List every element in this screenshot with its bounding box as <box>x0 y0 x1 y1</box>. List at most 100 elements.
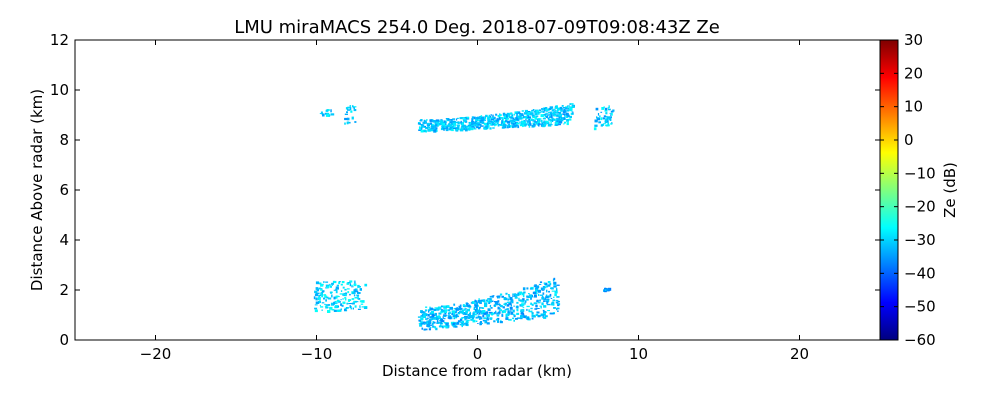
echo-pixel <box>351 116 354 120</box>
echo-pixel <box>539 281 543 283</box>
y-tick-label: 0 <box>59 331 69 349</box>
echo-pixel <box>547 299 550 302</box>
y-tick-label: 6 <box>59 181 69 199</box>
echo-pixel <box>515 112 519 115</box>
echo-pixel <box>445 326 448 329</box>
echo-pixel <box>345 107 348 110</box>
echo-pixel <box>544 313 546 315</box>
echo-pixel <box>520 315 524 318</box>
echo-pixel <box>513 319 515 322</box>
echo-pixel <box>454 323 457 325</box>
echo-pixel <box>502 306 505 309</box>
echo-pixel <box>541 295 544 298</box>
echo-pixel <box>475 313 477 316</box>
echo-pixel <box>521 292 525 296</box>
echo-pixel <box>520 123 524 126</box>
echo-pixel <box>501 126 505 129</box>
echo-pixel <box>432 313 435 315</box>
echo-pixel <box>475 122 478 125</box>
echo-pixel <box>483 127 486 130</box>
echo-pixel <box>569 107 573 111</box>
echo-pixel <box>453 321 456 324</box>
echo-pixel <box>449 306 453 310</box>
echo-pixel <box>564 115 566 117</box>
echo-pixel <box>426 119 428 121</box>
echo-pixel <box>602 117 605 120</box>
echo-pixel <box>526 110 528 112</box>
echo-pixel <box>541 108 543 110</box>
echo-pixel <box>549 282 552 285</box>
echo-pixel <box>320 111 323 115</box>
echo-pixel <box>344 293 347 295</box>
echo-pixel <box>517 292 521 296</box>
echo-pixel <box>496 303 501 306</box>
echo-pixel <box>552 108 555 110</box>
echo-pixel <box>503 120 505 124</box>
echo-pixel <box>443 306 447 309</box>
echo-pixel <box>359 305 361 308</box>
echo-pixel <box>510 117 514 119</box>
echo-pixel <box>528 309 530 312</box>
echo-pixel <box>556 108 559 111</box>
echo-pixel <box>551 290 556 292</box>
echo-pixel <box>540 313 544 317</box>
echo-pixel <box>471 120 475 123</box>
echo-pixel <box>522 295 525 298</box>
echo-pixel <box>466 319 470 322</box>
chart-title: LMU miraMACS 254.0 Deg. 2018-07-09T09:08… <box>234 17 720 38</box>
echo-pixel <box>488 124 490 128</box>
echo-pixel <box>555 112 558 114</box>
echo-pixel <box>528 118 531 120</box>
echo-pixel <box>347 299 350 302</box>
echo-pixel <box>557 310 559 312</box>
echo-pixel <box>422 315 427 318</box>
echo-pixel <box>512 293 516 295</box>
echo-pixel <box>456 315 460 318</box>
echo-pixel <box>562 110 566 114</box>
echo-pixel <box>428 319 433 321</box>
echo-pixel <box>497 115 501 118</box>
echo-pixel <box>491 118 494 121</box>
echo-pixel <box>526 308 528 311</box>
echo-pixel <box>318 287 321 290</box>
echo-pixel <box>612 109 615 112</box>
echo-pixel <box>364 306 368 308</box>
echo-pixel <box>331 294 333 298</box>
echo-pixel <box>340 283 343 286</box>
echo-pixel <box>500 117 504 119</box>
echo-pixel <box>325 306 329 309</box>
echo-pixel <box>315 287 319 290</box>
echo-pixel <box>526 116 529 119</box>
echo-pixel <box>363 306 368 309</box>
echo-pixel <box>510 115 514 118</box>
echo-pixel <box>357 284 360 288</box>
echo-pixel <box>477 123 481 125</box>
echo-pixel <box>610 123 612 125</box>
echo-pixel <box>466 308 470 312</box>
echo-pixel <box>450 123 454 126</box>
echo-pixel <box>510 119 513 122</box>
echo-pixel <box>542 114 547 116</box>
echo-pixel <box>604 110 608 112</box>
echo-pixel <box>471 116 474 119</box>
echo-pixel <box>476 126 479 128</box>
echo-pixel <box>327 109 330 111</box>
echo-pixel <box>473 311 476 314</box>
echo-pixel <box>440 127 444 131</box>
echo-pixel <box>347 291 350 294</box>
echo-pixel <box>514 294 519 296</box>
echo-pixel <box>455 118 458 121</box>
echo-pixel <box>448 119 451 121</box>
echo-pixel <box>335 286 339 290</box>
echo-pixel <box>502 117 504 121</box>
y-tick-label: 4 <box>59 231 69 249</box>
echo-pixel <box>501 295 504 298</box>
echo-pixel <box>420 315 422 317</box>
echo-pixel <box>350 110 353 113</box>
echo-pixel <box>544 123 546 127</box>
echo-pixel <box>342 301 346 304</box>
echo-pixel <box>445 323 449 326</box>
echo-pixel <box>344 122 346 125</box>
echo-pixel <box>331 113 335 116</box>
echo-pixel <box>436 121 439 124</box>
